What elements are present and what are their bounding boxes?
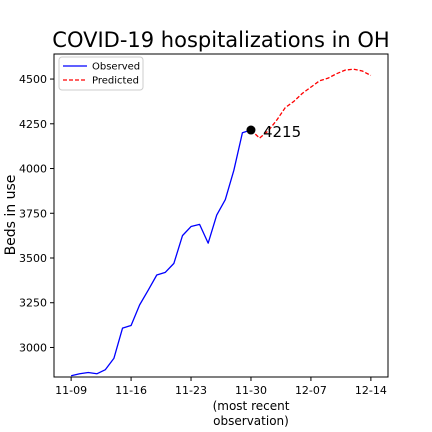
x-tick-label-11-09: 11-09 [55,384,87,397]
x-tick-label-12-07: 12-07 [295,384,327,397]
chart-title: COVID-19 hospitalizations in OH [52,28,389,52]
series-line-predicted [250,68,372,139]
legend-label-observed: Observed [92,62,140,73]
y-tick-label-3000: 3000 [19,341,47,354]
y-axis: 3000 3250 3500 3750 4000 4250 4500 [19,73,54,354]
x-axis-label-line-2: observation) [213,414,289,428]
annotation-layer: 4215 [246,123,301,141]
y-tick-label-4500: 4500 [19,73,47,86]
x-tick-label-12-14: 12-14 [355,384,387,397]
latest-observation-point [246,125,256,135]
y-tick-label-4250: 4250 [19,118,47,131]
series-line-observed [70,129,252,377]
x-tick-label-11-16: 11-16 [115,384,147,397]
x-tick-label-11-30: 11-30 [235,384,267,397]
x-axis-label-line-1: (most recent [213,399,290,413]
y-tick-label-3250: 3250 [19,297,47,310]
plot-frame [53,53,389,378]
y-tick-label-3750: 3750 [19,207,47,220]
legend: Observed Predicted [58,56,144,91]
y-axis-label: Beds in use [3,175,19,256]
x-tick-label-11-23: 11-23 [175,384,207,397]
series-layer [70,68,372,377]
latest-observation-label: 4215 [263,123,301,141]
legend-box [58,56,144,91]
y-tick-label-4000: 4000 [19,163,47,176]
x-axis: 11-09 11-16 11-23 11-30 12-07 12-14 [55,377,387,397]
y-tick-label-3500: 3500 [19,252,47,265]
legend-label-predicted: Predicted [92,76,139,87]
